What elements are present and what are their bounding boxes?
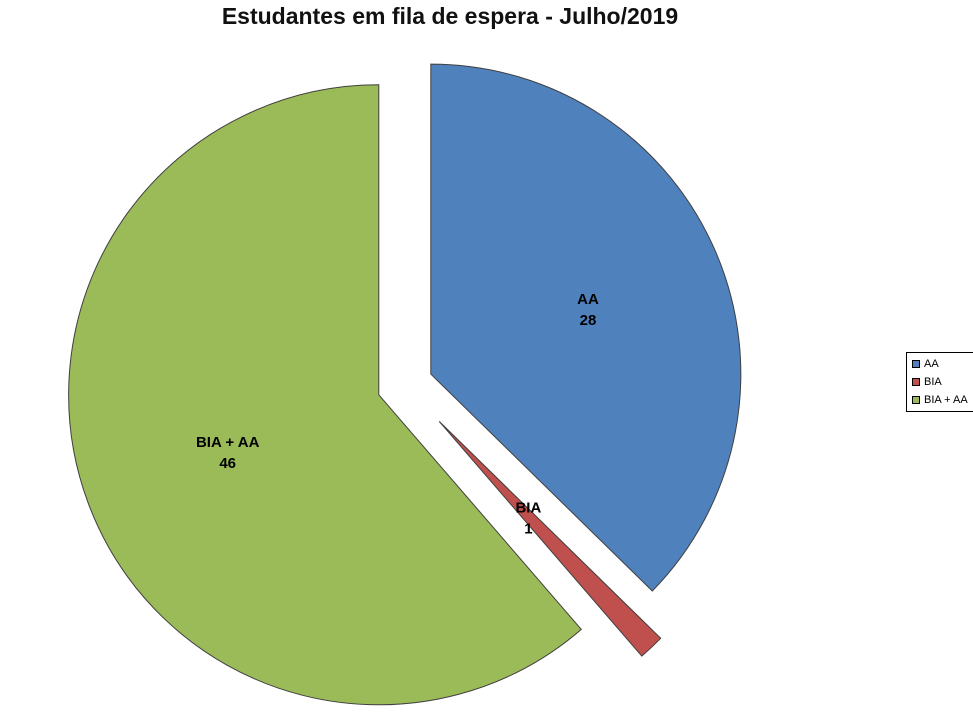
chart-title: Estudantes em fila de espera - Julho/201… xyxy=(221,3,679,29)
legend-label: AA xyxy=(924,358,939,370)
legend-label: BIA + AA xyxy=(924,394,968,406)
legend-label: BIA xyxy=(924,376,942,388)
legend: AA BIA BIA + AA xyxy=(906,352,973,412)
pie-slice-bia-aa xyxy=(68,84,583,706)
legend-swatch-bia xyxy=(912,378,920,386)
legend-item-bia-aa: BIA + AA xyxy=(912,394,968,406)
pie-slice-bia xyxy=(438,421,662,657)
legend-item-aa: AA xyxy=(912,358,968,370)
pie-slice-aa xyxy=(430,63,742,592)
legend-swatch-bia-aa xyxy=(912,396,920,404)
legend-swatch-aa xyxy=(912,360,920,368)
pie-label-bia-aa: BIA + AA 46 xyxy=(196,434,260,472)
pie-label-bia: BIA 1 xyxy=(515,499,541,537)
legend-item-bia: BIA xyxy=(912,376,968,388)
pie-label-aa: AA 28 xyxy=(577,291,599,329)
